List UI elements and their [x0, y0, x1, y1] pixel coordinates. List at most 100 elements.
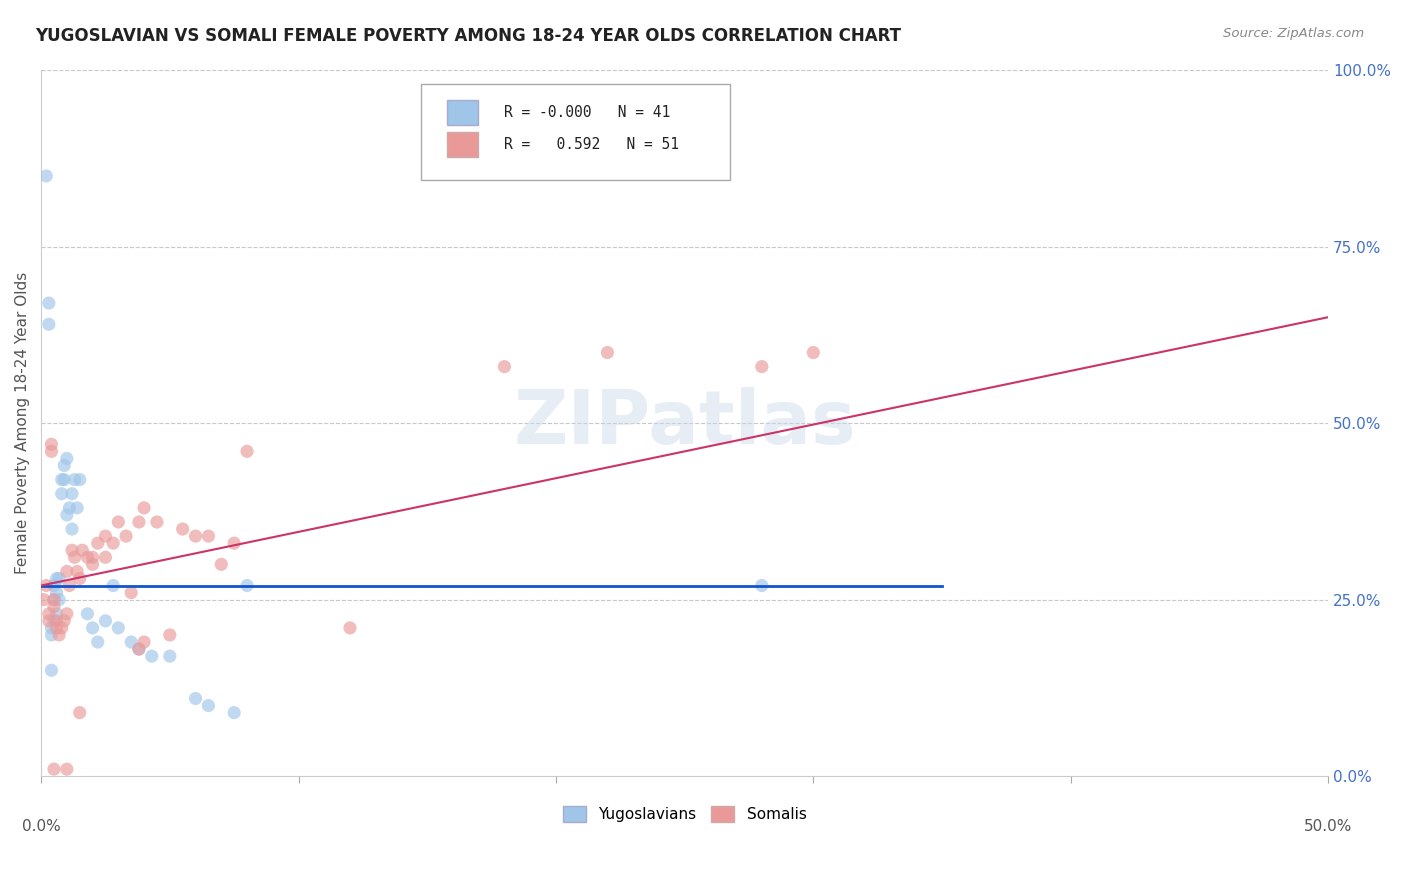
Point	[494, 359, 516, 374]
Point	[56, 508, 79, 522]
Point	[41, 663, 63, 677]
Point	[76, 550, 98, 565]
Point	[66, 500, 89, 515]
Point	[69, 706, 91, 720]
Point	[32, 592, 55, 607]
Text: 50.0%: 50.0%	[1303, 819, 1353, 833]
Point	[42, 614, 65, 628]
Point	[236, 444, 259, 458]
Point	[184, 691, 207, 706]
Point	[115, 529, 138, 543]
Point	[53, 614, 76, 628]
Point	[132, 635, 155, 649]
Point	[107, 515, 129, 529]
Point	[103, 536, 125, 550]
Point	[48, 592, 70, 607]
Point	[146, 515, 169, 529]
Point	[48, 572, 70, 586]
Point	[751, 359, 773, 374]
Point	[53, 458, 76, 473]
Point	[103, 578, 125, 592]
Point	[197, 698, 219, 713]
Point	[60, 522, 83, 536]
Point	[56, 607, 79, 621]
Point	[120, 585, 142, 599]
Point	[184, 529, 207, 543]
Point	[132, 500, 155, 515]
Point	[51, 473, 73, 487]
Point	[87, 536, 110, 550]
Point	[72, 543, 94, 558]
Point	[35, 169, 58, 183]
Point	[56, 565, 79, 579]
Point	[94, 529, 117, 543]
Point	[197, 529, 219, 543]
Point	[128, 642, 150, 657]
Point	[128, 642, 150, 657]
Point	[128, 515, 150, 529]
Point	[51, 621, 73, 635]
Point	[58, 500, 80, 515]
Point	[224, 706, 246, 720]
Point	[38, 296, 60, 310]
Point	[51, 487, 73, 501]
Point	[69, 572, 91, 586]
Point	[141, 649, 163, 664]
Point	[56, 762, 79, 776]
Point	[94, 614, 117, 628]
Point	[87, 635, 110, 649]
Point	[69, 473, 91, 487]
Text: Source: ZipAtlas.com: Source: ZipAtlas.com	[1223, 27, 1364, 40]
Point	[224, 536, 246, 550]
Text: 0.0%: 0.0%	[21, 819, 60, 833]
Point	[60, 487, 83, 501]
Point	[159, 628, 181, 642]
Point	[38, 318, 60, 332]
Point	[596, 345, 619, 359]
Point	[45, 614, 67, 628]
Point	[63, 473, 86, 487]
Point	[42, 762, 65, 776]
Point	[76, 607, 98, 621]
Point	[66, 565, 89, 579]
Point	[38, 607, 60, 621]
Text: ZIPatlas: ZIPatlas	[513, 386, 856, 459]
Point	[45, 572, 67, 586]
Point	[38, 614, 60, 628]
Point	[82, 621, 104, 635]
Point	[172, 522, 194, 536]
Y-axis label: Female Poverty Among 18-24 Year Olds: Female Poverty Among 18-24 Year Olds	[15, 272, 30, 574]
Text: R = -0.000   N = 41: R = -0.000 N = 41	[505, 105, 671, 120]
Point	[751, 578, 773, 592]
Point	[339, 621, 361, 635]
Point	[45, 585, 67, 599]
Point	[209, 558, 232, 572]
Point	[56, 451, 79, 466]
Legend: Yugoslavians, Somalis: Yugoslavians, Somalis	[557, 800, 813, 829]
Point	[63, 550, 86, 565]
Point	[82, 558, 104, 572]
Text: YUGOSLAVIAN VS SOMALI FEMALE POVERTY AMONG 18-24 YEAR OLDS CORRELATION CHART: YUGOSLAVIAN VS SOMALI FEMALE POVERTY AMO…	[35, 27, 901, 45]
Point	[41, 444, 63, 458]
Point	[45, 607, 67, 621]
Point	[236, 578, 259, 592]
Point	[42, 592, 65, 607]
FancyBboxPatch shape	[420, 84, 730, 179]
Point	[48, 628, 70, 642]
Point	[42, 592, 65, 607]
Point	[53, 473, 76, 487]
Text: R =   0.592   N = 51: R = 0.592 N = 51	[505, 136, 679, 152]
Point	[41, 437, 63, 451]
Point	[58, 578, 80, 592]
FancyBboxPatch shape	[447, 132, 478, 157]
Point	[801, 345, 824, 359]
Point	[35, 578, 58, 592]
Point	[120, 635, 142, 649]
Point	[45, 621, 67, 635]
Point	[60, 543, 83, 558]
Point	[159, 649, 181, 664]
Point	[41, 621, 63, 635]
FancyBboxPatch shape	[447, 100, 478, 125]
Point	[94, 550, 117, 565]
Point	[82, 550, 104, 565]
